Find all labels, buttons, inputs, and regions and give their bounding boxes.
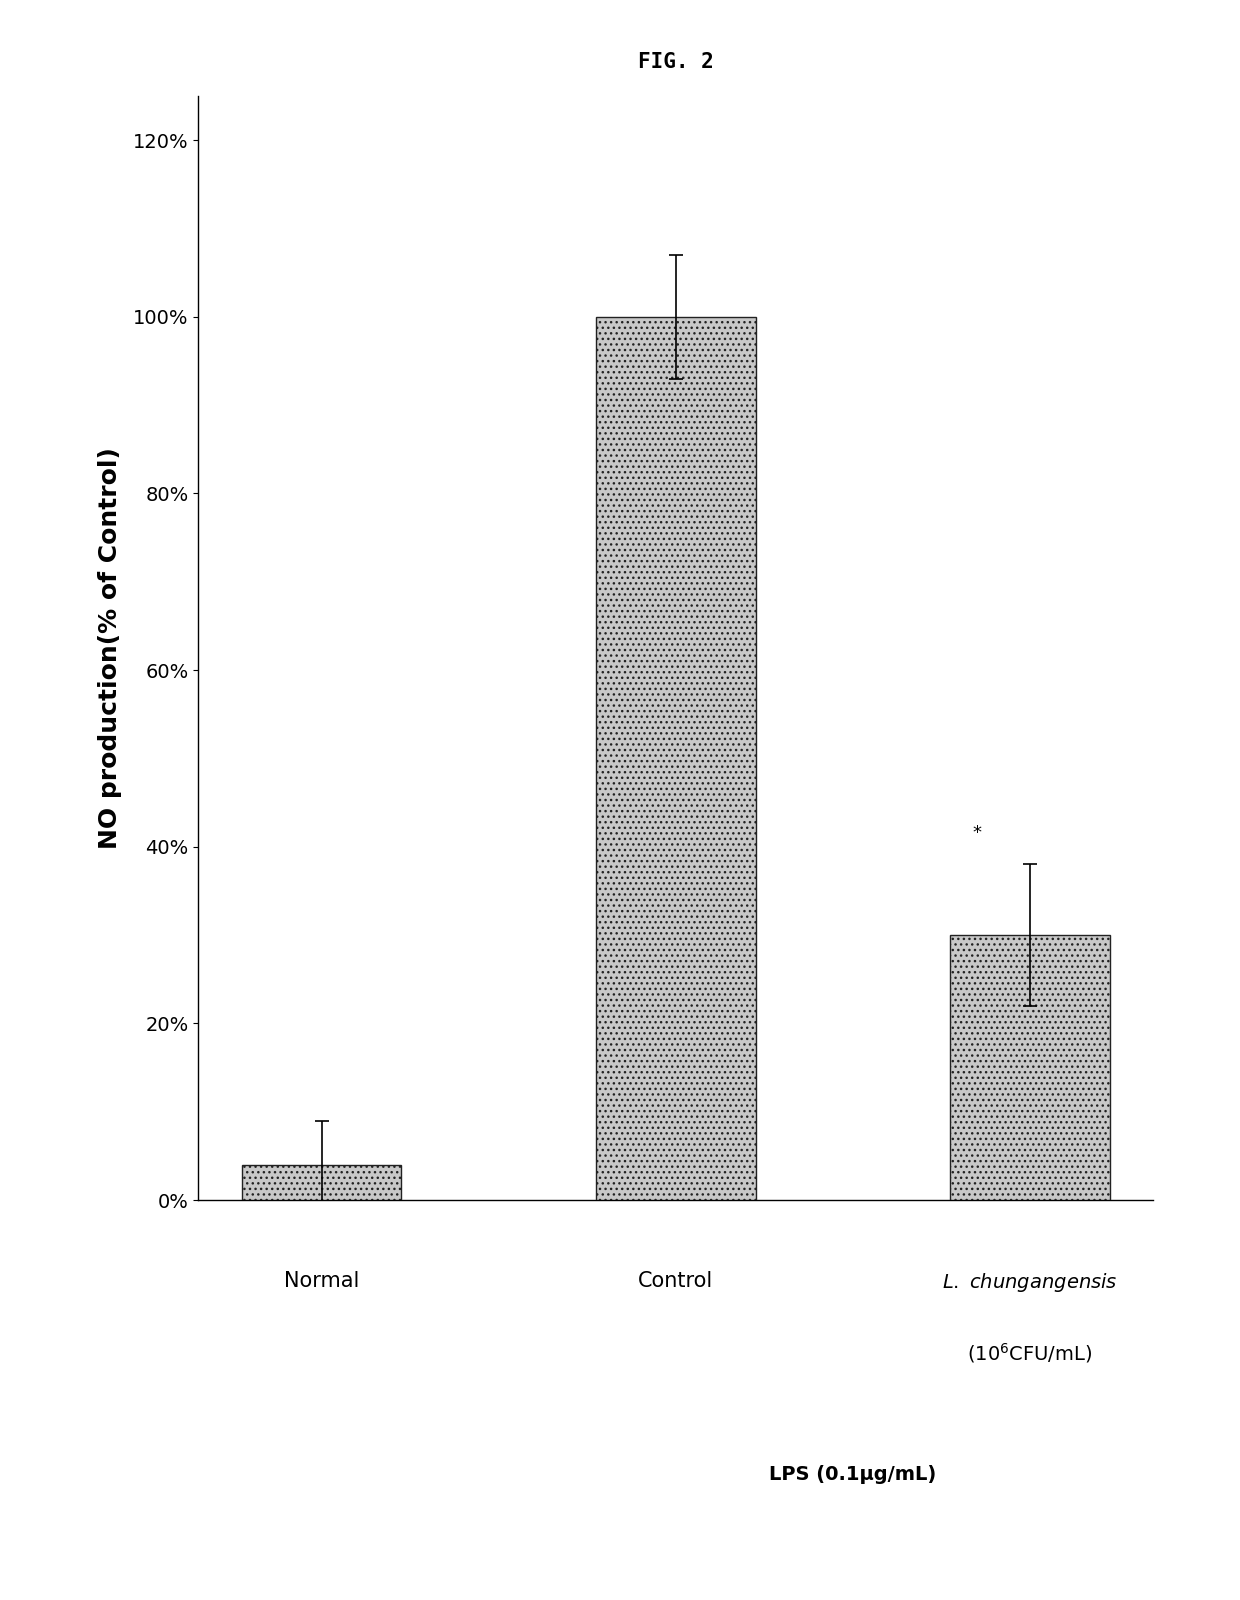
Text: $\it{L.\ chungangensis}$: $\it{L.\ chungangensis}$ [942,1270,1118,1294]
Bar [596,317,755,1200]
Bar [950,934,1110,1200]
Text: Normal: Normal [284,1270,360,1291]
Y-axis label: NO production(% of Control): NO production(% of Control) [98,446,122,850]
Text: *: * [972,824,981,842]
Text: $(10^6$CFU/mL): $(10^6$CFU/mL) [967,1341,1092,1365]
Text: LPS (0.1μg/mL): LPS (0.1μg/mL) [769,1466,936,1483]
Bar [242,1165,402,1200]
Title: FIG. 2: FIG. 2 [637,53,714,72]
Text: Control: Control [639,1270,713,1291]
